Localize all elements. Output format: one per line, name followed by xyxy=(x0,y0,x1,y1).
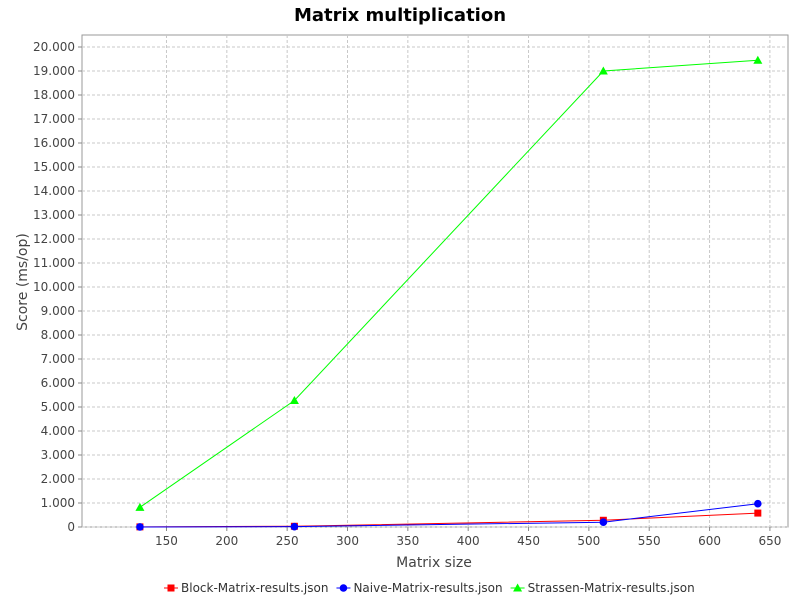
x-tick-label: 650 xyxy=(758,534,781,548)
y-tick-label: 10.000 xyxy=(33,280,75,294)
x-axis-label: Matrix size xyxy=(396,555,472,571)
x-tick-label: 400 xyxy=(457,534,480,548)
y-tick-label: 19.000 xyxy=(33,64,75,78)
grid-lines xyxy=(82,35,788,528)
y-tick-label: 13.000 xyxy=(33,208,75,222)
y-tick-label: 11.000 xyxy=(33,256,75,270)
legend-item: Strassen-Matrix-results.json xyxy=(510,581,695,595)
chart-title: Matrix multiplication xyxy=(294,5,506,26)
series-layer xyxy=(135,55,763,531)
series-naive xyxy=(136,499,762,531)
data-point xyxy=(754,499,762,508)
series-line xyxy=(139,59,758,508)
axes: 0 1.000 2.000 3.000 4.000 5.000 6.000 7.000 8.00… xyxy=(33,40,781,548)
y-tick-label: 15.000 xyxy=(33,160,75,174)
legend-label: Block-Matrix-results.json xyxy=(181,581,328,595)
legend-marker xyxy=(167,584,175,592)
plot-area xyxy=(81,34,789,528)
x-tick-label: 250 xyxy=(276,534,299,548)
y-tick-label: 9.000 xyxy=(41,304,75,318)
legend-label: Strassen-Matrix-results.json xyxy=(528,581,695,595)
series-strassen xyxy=(135,55,763,511)
y-tick-label: 2.000 xyxy=(41,472,75,486)
y-tick-label: 12.000 xyxy=(33,232,75,246)
y-tick-label: 4.000 xyxy=(41,424,75,438)
y-axis-label: Score (ms/op) xyxy=(15,233,31,331)
x-tick-label: 450 xyxy=(517,534,540,548)
data-point xyxy=(135,502,145,511)
data-point xyxy=(598,66,608,75)
y-tick-label: 20.000 xyxy=(33,40,75,54)
series-line xyxy=(139,503,758,528)
legend-label: Naive-Matrix-results.json xyxy=(353,581,502,595)
y-tick-label: 1.000 xyxy=(41,496,75,510)
y-tick-label: 16.000 xyxy=(33,136,75,150)
legend-item: Block-Matrix-results.json xyxy=(164,581,328,595)
legend: Block-Matrix-results.json Naive-Matrix-re… xyxy=(164,581,695,595)
x-tick-label: 300 xyxy=(336,534,359,548)
y-tick-label: 0 xyxy=(67,520,75,534)
y-tick-label: 3.000 xyxy=(41,448,75,462)
x-tick-label: 350 xyxy=(396,534,419,548)
y-tick-label: 6.000 xyxy=(41,376,75,390)
legend-marker xyxy=(513,583,523,592)
data-point xyxy=(289,396,299,405)
y-tick-label: 7.000 xyxy=(41,352,75,366)
data-point xyxy=(753,55,763,64)
x-tick-label: 500 xyxy=(577,534,600,548)
y-tick-label: 5.000 xyxy=(41,400,75,414)
y-tick-label: 14.000 xyxy=(33,184,75,198)
legend-item: Naive-Matrix-results.json xyxy=(336,581,503,595)
x-tick-label: 150 xyxy=(155,534,178,548)
data-point xyxy=(599,518,608,526)
x-tick-label: 200 xyxy=(215,534,238,548)
x-tick-label: 600 xyxy=(698,534,721,548)
y-tick-label: 17.000 xyxy=(33,112,75,126)
x-tick-label: 550 xyxy=(638,534,661,548)
y-tick-label: 18.000 xyxy=(33,88,75,102)
data-point xyxy=(136,523,144,531)
data-point xyxy=(290,522,299,531)
legend-marker xyxy=(339,584,348,592)
data-point xyxy=(754,509,762,517)
y-tick-label: 8.000 xyxy=(41,328,75,342)
